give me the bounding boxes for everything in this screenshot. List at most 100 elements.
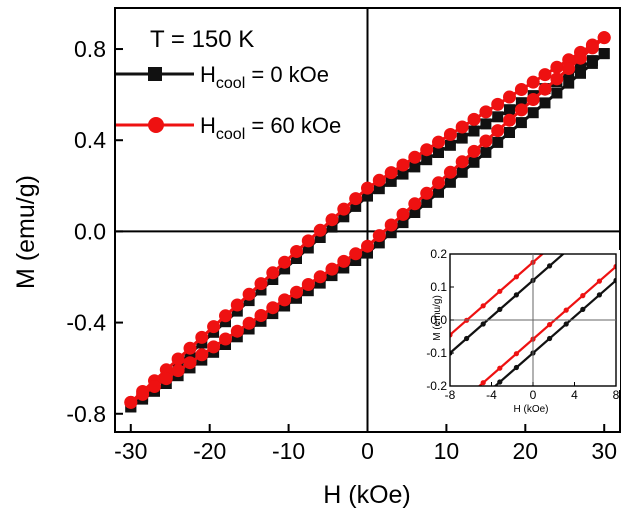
data-point <box>597 31 611 45</box>
data-point <box>444 139 456 151</box>
data-point <box>385 175 397 187</box>
y-tick-label: 0.8 <box>74 36 106 62</box>
inset-data-point <box>580 293 586 299</box>
x-tick-label: -30 <box>114 438 147 464</box>
legend-label-0: Hcool = 0 kOe <box>200 62 329 92</box>
data-point <box>207 340 221 354</box>
data-point <box>409 161 421 173</box>
data-point <box>314 232 326 243</box>
inset-x-tick-label: 4 <box>571 388 578 402</box>
data-point <box>362 247 373 259</box>
inset-data-point <box>513 364 520 371</box>
inset-data-point <box>497 365 503 371</box>
inset-data-point <box>563 307 569 313</box>
data-point <box>526 75 540 89</box>
data-point <box>148 380 161 393</box>
data-point <box>479 105 493 119</box>
data-point <box>372 173 386 187</box>
data-point <box>290 285 303 299</box>
data-point <box>326 221 338 233</box>
data-point <box>397 217 409 229</box>
legend-swatch-marker-1 <box>148 117 164 133</box>
data-point <box>408 197 422 211</box>
data-point <box>480 118 492 130</box>
data-point <box>467 144 481 158</box>
data-point <box>361 181 374 195</box>
y-axis-title: M (emu/g) <box>12 175 40 289</box>
data-point <box>455 120 469 134</box>
y-tick-label: -0.4 <box>66 310 106 336</box>
inset-data-point <box>513 274 520 280</box>
data-point <box>338 211 350 223</box>
x-tick-label: -10 <box>272 438 305 464</box>
inset-y-axis-title: M (emu/g) <box>432 295 443 341</box>
data-point <box>266 266 280 280</box>
temperature-annotation: T = 150 K <box>150 26 254 53</box>
inset-x-tick-label: -4 <box>486 388 497 402</box>
data-point <box>195 348 209 362</box>
inset-data-point <box>596 278 603 284</box>
data-point <box>325 213 339 227</box>
inset-data-point <box>480 321 486 327</box>
data-point <box>290 245 303 258</box>
data-point <box>349 247 363 261</box>
data-point <box>219 332 232 346</box>
data-point <box>420 143 434 157</box>
data-point <box>302 242 314 254</box>
data-point <box>159 372 173 386</box>
data-point <box>479 134 493 148</box>
data-point <box>586 57 598 69</box>
inset-data-point <box>513 292 520 298</box>
data-point <box>504 104 515 116</box>
data-point <box>433 147 444 158</box>
data-point <box>598 48 610 60</box>
data-point <box>421 196 433 208</box>
data-point <box>385 227 397 239</box>
data-point <box>491 124 505 138</box>
inset-y-tick-label: 0.0 <box>430 313 447 327</box>
inset-data-point <box>580 306 586 312</box>
legend-swatch-marker-0 <box>148 67 162 81</box>
data-point <box>562 62 576 75</box>
inset-data-point <box>563 321 569 327</box>
main-ticks: -30 -20 -10 0 10 20 30 -0.8 -0.4 0.0 0.4 0.8 <box>66 36 617 464</box>
data-point <box>397 168 409 180</box>
data-point <box>230 324 244 338</box>
data-point <box>373 183 385 195</box>
inset-data-point <box>596 292 603 298</box>
data-point <box>420 186 434 200</box>
data-point <box>350 200 362 212</box>
data-point <box>421 154 433 166</box>
y-tick-label: -0.8 <box>66 401 106 427</box>
inset-data-point <box>547 263 553 269</box>
data-point <box>279 263 291 275</box>
data-point <box>408 150 422 164</box>
data-point <box>492 111 504 123</box>
data-point <box>514 83 528 96</box>
inset-data-point <box>464 335 470 342</box>
data-point <box>313 223 327 237</box>
x-tick-label: 30 <box>591 438 617 464</box>
inset-data-point <box>547 335 553 342</box>
data-point <box>338 262 350 274</box>
data-point <box>278 293 292 307</box>
data-point <box>136 387 150 401</box>
x-tick-label: -20 <box>193 438 226 464</box>
data-point <box>514 103 528 117</box>
data-point <box>195 330 209 344</box>
inset-x-tick-label: 0 <box>530 388 537 402</box>
legend-entry-1: Hcool = 60 kOe <box>116 113 341 143</box>
inset-x-axis-title: H (kOe) <box>514 404 549 415</box>
x-tick-label: 10 <box>434 438 460 464</box>
y-tick-label: 0.0 <box>74 218 106 244</box>
data-point <box>575 67 586 79</box>
data-point <box>585 41 599 55</box>
inset-y-tick-label: 0.1 <box>430 280 447 294</box>
data-point <box>337 202 351 216</box>
data-point <box>267 274 279 285</box>
data-point <box>433 186 444 198</box>
inset-x-tick-label: -8 <box>445 388 456 402</box>
data-point <box>362 190 373 202</box>
data-point <box>409 207 421 218</box>
